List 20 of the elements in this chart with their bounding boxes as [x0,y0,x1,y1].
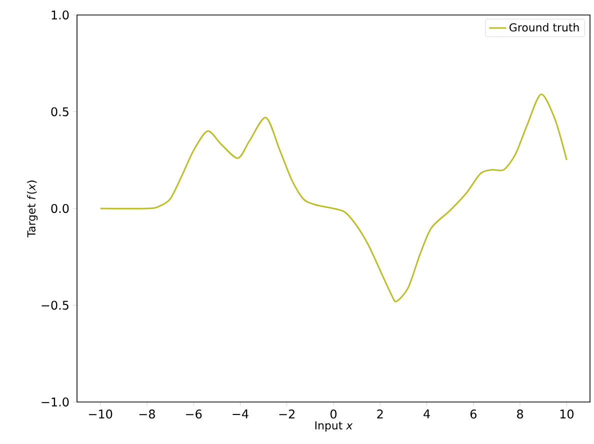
y-axis-title: Target f(x) [27,180,38,238]
x-tick-label: −4 [232,410,248,418]
x-tick-label: −6 [186,410,202,419]
x-tick-label: −2 [279,410,294,418]
x-tick-label: 6 [470,410,476,419]
legend-label: Ground truth [510,23,579,32]
y-tick-label: 0.5 [51,107,68,116]
y-tick-label: −1.0 [42,397,69,407]
x-tick-label: 4 [424,410,430,418]
x-tick-label: 2 [377,410,383,418]
y-tick-label: −0.5 [42,300,68,310]
x-tick-label: 8 [517,410,524,419]
x-tick-label: 0 [330,410,337,419]
line-series [100,94,568,302]
x-axis-title: Input x [315,421,353,432]
y-tick-label: 0.0 [51,204,69,214]
y-tick-label: 1.0 [52,10,69,20]
x-tick-label: 10 [560,410,574,419]
x-tick-label: −10 [88,410,112,419]
x-tick-label: −8 [139,410,155,419]
